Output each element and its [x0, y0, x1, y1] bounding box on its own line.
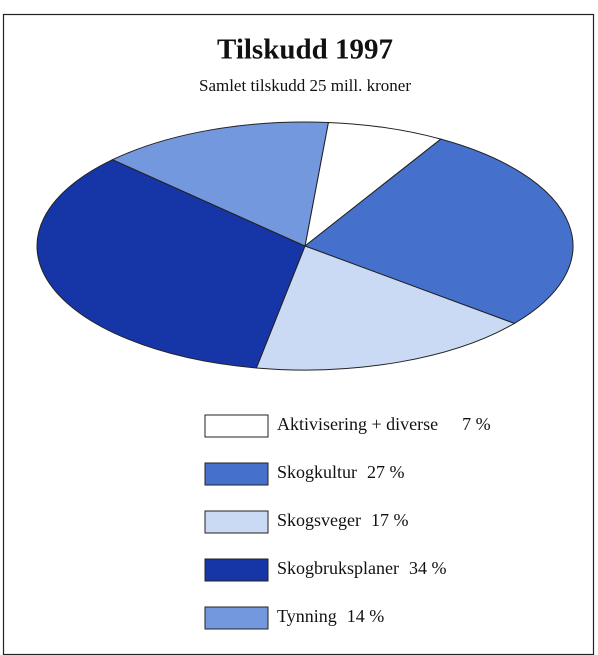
pie-slice	[304, 121, 442, 248]
legend-label: Skogsveger 17 %	[277, 510, 409, 530]
legend-label: Aktivisering + diverse 7 %	[277, 414, 491, 434]
pie-slice	[36, 159, 306, 369]
legend-value: 27 %	[367, 462, 405, 482]
pie-slice	[111, 121, 329, 247]
pie-slice	[303, 138, 574, 324]
chart-title: Tilskudd 1997	[217, 34, 393, 66]
legend-swatch	[204, 510, 269, 534]
pie-slice	[255, 245, 516, 371]
legend-value: 17 %	[371, 510, 409, 530]
legend-value: 7 %	[462, 414, 491, 434]
legend-swatch	[204, 462, 269, 486]
legend-name: Skogbruksplaner	[277, 558, 399, 578]
legend-label: Skogbruksplaner 34 %	[277, 558, 446, 578]
legend-swatch	[204, 558, 269, 582]
legend-name: Aktivisering + diverse	[277, 414, 438, 434]
chart-subtitle: Samlet tilskudd 25 mill. kroner	[199, 76, 411, 95]
legend-name: Tynning	[277, 606, 337, 626]
legend-swatch	[204, 606, 269, 630]
legend-name: Skogkultur	[277, 462, 357, 482]
legend-label: Skogkultur 27 %	[277, 462, 405, 482]
legend-swatch	[204, 414, 269, 438]
legend-label: Tynning 14 %	[277, 606, 384, 626]
legend-name: Skogsveger	[277, 510, 361, 530]
legend-value: 14 %	[347, 606, 385, 626]
legend-value: 34 %	[409, 558, 447, 578]
